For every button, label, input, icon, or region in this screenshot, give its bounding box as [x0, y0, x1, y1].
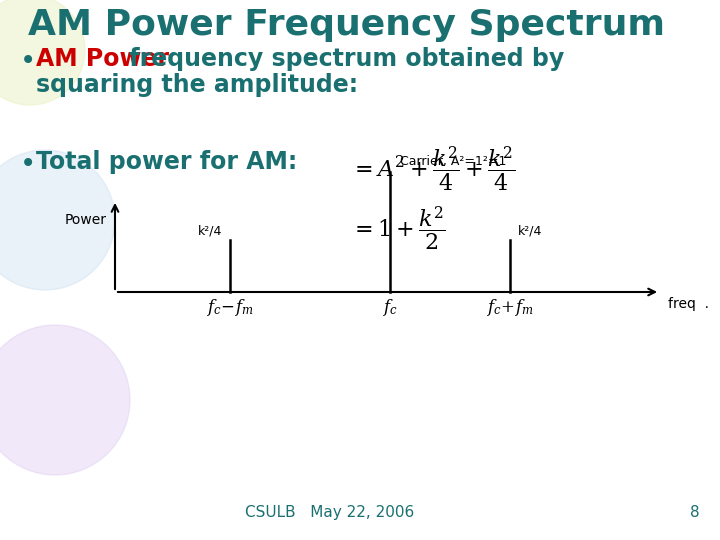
Text: $= 1 + \dfrac{k^2}{2}$: $= 1 + \dfrac{k^2}{2}$	[350, 205, 446, 253]
Text: •: •	[20, 150, 36, 178]
Text: Carrier, A²=1²=1: Carrier, A²=1²=1	[400, 155, 506, 168]
Text: k²/4: k²/4	[518, 225, 542, 238]
Text: $f_c\!+\!f_m$: $f_c\!+\!f_m$	[486, 297, 534, 318]
Circle shape	[0, 0, 85, 105]
Text: Total power for AM:: Total power for AM:	[36, 150, 297, 174]
Text: 8: 8	[690, 505, 700, 520]
Text: AM Power: AM Power	[36, 47, 169, 71]
Text: AM Power Frequency Spectrum: AM Power Frequency Spectrum	[28, 8, 665, 42]
Text: squaring the amplitude:: squaring the amplitude:	[36, 73, 358, 97]
Text: CSULB   May 22, 2006: CSULB May 22, 2006	[245, 505, 414, 520]
Text: $= A^2 + \dfrac{k^2}{4} + \dfrac{k^2}{4}$: $= A^2 + \dfrac{k^2}{4} + \dfrac{k^2}{4}…	[350, 145, 516, 194]
Circle shape	[0, 325, 130, 475]
Text: $f_c\!-\!f_m$: $f_c\!-\!f_m$	[206, 297, 253, 318]
Text: frequency spectrum obtained by: frequency spectrum obtained by	[121, 47, 564, 71]
Circle shape	[0, 150, 115, 290]
Text: freq  .: freq .	[668, 297, 709, 311]
Text: k²/4: k²/4	[197, 225, 222, 238]
Text: $f_c$: $f_c$	[382, 297, 397, 318]
Text: Power: Power	[65, 213, 107, 227]
Text: •: •	[20, 47, 36, 75]
